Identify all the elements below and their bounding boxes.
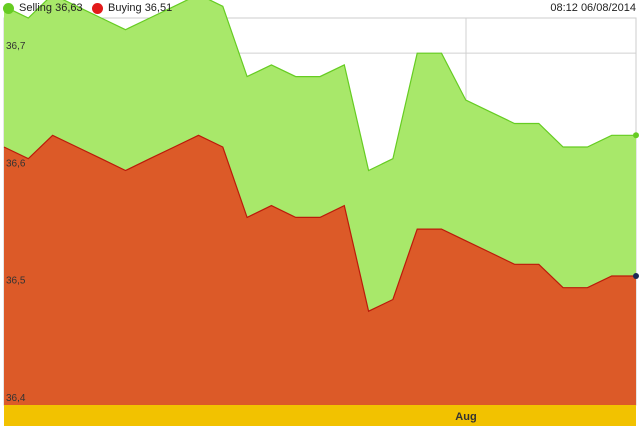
y-tick-label: 36,6: [6, 158, 26, 169]
y-axis-ticks: 36,4 36,5 36,6 36,7: [6, 41, 26, 404]
selling-dot-icon: [3, 2, 14, 14]
y-tick-label: 36,5: [6, 276, 26, 287]
y-tick-label: 36,4: [6, 393, 26, 404]
legend-item-buying[interactable]: Buying 36,51: [92, 2, 172, 14]
series-buying-area: [4, 135, 636, 406]
selling-last-marker: [633, 132, 639, 139]
series-buying-line: [3, 134, 636, 313]
legend: Selling 36,63 Buying 36,51 08:12 06/08/2…: [0, 0, 640, 18]
buying-dot-icon: [92, 2, 103, 14]
series-selling-line: [3, 0, 636, 172]
last-value-markers: [633, 132, 639, 279]
buying-last-marker: [633, 273, 639, 279]
x-axis-band: [4, 405, 636, 426]
legend-buying-label: Buying 36,51: [108, 2, 173, 14]
x-tick-label: Aug: [455, 411, 476, 423]
y-tick-label: 36,7: [6, 41, 26, 52]
timestamp: 08:12 06/08/2014: [550, 2, 636, 14]
legend-item-selling[interactable]: Selling 36,63: [3, 2, 83, 14]
series-areas: [3, 0, 636, 406]
legend-selling-label: Selling 36,63: [19, 2, 83, 14]
